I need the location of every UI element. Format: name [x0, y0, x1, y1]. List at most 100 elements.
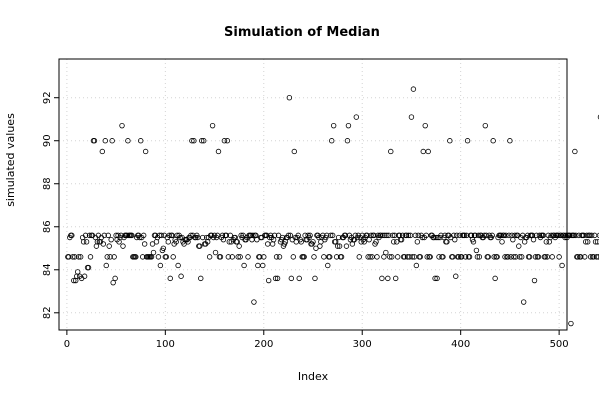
data-point [592, 239, 599, 245]
data-point [191, 138, 197, 144]
data-point [201, 138, 207, 144]
data-point [596, 232, 599, 239]
data-point [313, 245, 319, 251]
data-point [66, 254, 72, 260]
data-point [433, 234, 439, 241]
data-point [389, 254, 395, 260]
data-point [549, 254, 555, 260]
data-point [597, 114, 599, 120]
data-point [237, 254, 243, 260]
data-point [119, 122, 125, 129]
data-point [432, 275, 438, 282]
data-point [380, 232, 386, 239]
data-point [413, 262, 420, 269]
x-tick-label: 100 [156, 339, 175, 350]
data-point [328, 232, 334, 239]
data-point [198, 275, 204, 282]
data-point [71, 277, 77, 284]
x-tick-label: 200 [254, 339, 273, 350]
data-point [105, 232, 111, 239]
data-point [342, 232, 349, 239]
data-point [385, 275, 391, 282]
data-point [584, 239, 591, 245]
data-point [507, 138, 513, 144]
data-point [414, 239, 421, 245]
data-point [382, 232, 388, 239]
data-point [108, 236, 114, 243]
data-point [296, 275, 302, 282]
data-point [344, 138, 351, 144]
data-point [444, 239, 450, 245]
data-point [177, 234, 183, 241]
data-point [353, 114, 360, 120]
data-point [458, 254, 465, 260]
data-point [227, 232, 233, 239]
data-point [365, 254, 371, 260]
data-point [332, 239, 339, 245]
data-point [286, 95, 293, 101]
data-point [254, 236, 260, 243]
data-point [434, 275, 440, 282]
data-point [288, 275, 295, 282]
data-point [394, 254, 401, 260]
data-point [510, 236, 516, 243]
y-tick-label: 86 [42, 220, 53, 233]
data-point [424, 254, 430, 260]
data-point [343, 243, 350, 249]
data-point [499, 239, 505, 245]
y-axis-title: simulated values [4, 113, 17, 207]
data-point [453, 273, 459, 279]
data-point [378, 232, 384, 239]
data-point [492, 275, 498, 282]
data-point [329, 138, 335, 144]
data-point [575, 254, 581, 260]
data-point [261, 254, 267, 260]
data-point [464, 138, 471, 144]
data-point [224, 138, 231, 144]
data-point [307, 232, 313, 239]
data-point [368, 232, 374, 239]
y-axis: 82 84 86 88 90 92 [42, 91, 59, 319]
chart-title: Simulation of Median [224, 25, 380, 40]
data-point [250, 232, 256, 239]
data-point [559, 262, 565, 269]
data-point [506, 232, 512, 239]
data-point [425, 148, 431, 155]
data-point [517, 254, 523, 260]
data-point [94, 239, 101, 245]
data-point [408, 114, 415, 120]
data-point [334, 243, 341, 249]
data-point [101, 232, 107, 239]
data-point [260, 262, 266, 269]
data-point [215, 148, 222, 155]
y-tick-label: 90 [42, 134, 53, 147]
data-point [133, 254, 139, 260]
data-point [442, 232, 448, 239]
data-point [454, 232, 460, 239]
data-point [240, 232, 246, 239]
data-point [513, 254, 519, 260]
data-point [511, 254, 517, 260]
data-point [140, 232, 147, 239]
data-point [530, 236, 537, 243]
data-point [157, 262, 164, 269]
data-point [99, 148, 106, 155]
plot-frame [58, 58, 568, 331]
data-point [199, 138, 205, 144]
data-point [149, 241, 156, 247]
data-point [273, 254, 280, 260]
data-point [275, 232, 282, 239]
data-point [531, 277, 538, 284]
data-point [178, 273, 184, 279]
data-point [272, 275, 279, 282]
data-point [440, 254, 446, 260]
data-point [221, 138, 228, 144]
data-point [393, 275, 399, 282]
data-point [386, 232, 392, 239]
data-point [324, 232, 330, 239]
data-point [109, 138, 115, 144]
data-point [165, 239, 171, 245]
data-point [356, 254, 362, 260]
data-point [197, 243, 203, 249]
